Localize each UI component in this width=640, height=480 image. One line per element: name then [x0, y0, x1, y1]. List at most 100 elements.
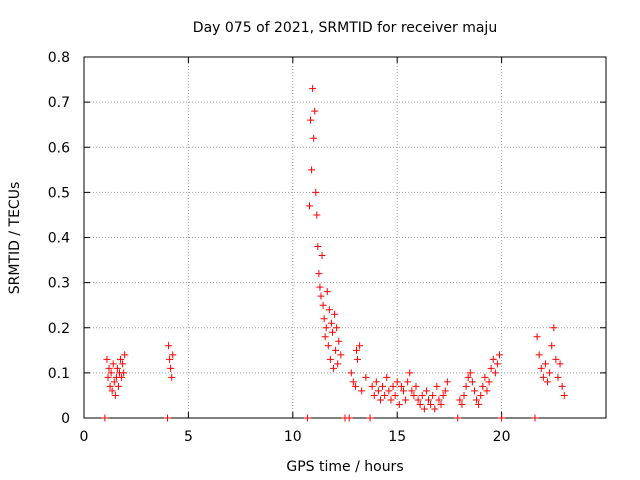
data-point: [402, 396, 410, 404]
data-point: [103, 355, 111, 363]
y-tick-label: 0.7: [48, 95, 70, 111]
data-point: [101, 414, 109, 422]
y-tick-label: 0.8: [48, 50, 70, 66]
x-axis-title: GPS time / hours: [286, 459, 403, 475]
data-point: [491, 369, 499, 377]
data-point: [552, 355, 560, 363]
data-point: [498, 414, 506, 422]
data-point: [548, 342, 556, 350]
data-point: [337, 351, 345, 359]
y-tick-label: 0: [61, 411, 70, 427]
data-point: [433, 382, 441, 390]
x-tick-labels: 0 5 10 15 20: [80, 429, 511, 445]
y-tick-label: 0.2: [48, 321, 70, 337]
data-point: [379, 382, 387, 390]
data-point: [105, 364, 113, 372]
data-point: [332, 346, 340, 354]
data-point: [435, 396, 443, 404]
data-point: [327, 319, 335, 327]
data-point: [313, 211, 321, 219]
data-point: [345, 414, 353, 422]
data-point: [383, 373, 391, 381]
data-point: [441, 387, 449, 395]
data-point: [330, 364, 338, 372]
data-point: [374, 387, 382, 395]
data-point: [165, 342, 173, 350]
data-point: [356, 342, 364, 350]
data-point: [544, 378, 552, 386]
data-point: [439, 391, 447, 399]
data-point: [456, 396, 464, 404]
data-point: [560, 391, 568, 399]
data-point: [323, 288, 331, 296]
data-point: [306, 202, 314, 210]
data-point: [537, 364, 545, 372]
data-point: [389, 382, 397, 390]
data-point: [431, 405, 439, 413]
data-point: [408, 387, 416, 395]
data-point: [104, 373, 112, 381]
data-point: [493, 360, 501, 368]
data-point: [164, 414, 172, 422]
data-point: [311, 107, 319, 115]
data-point: [334, 360, 342, 368]
data-point: [443, 378, 451, 386]
data-point: [310, 134, 318, 142]
data-point: [109, 360, 117, 368]
data-point: [479, 382, 487, 390]
gridlines: [84, 57, 606, 418]
data-point: [464, 373, 472, 381]
data-point: [416, 400, 424, 408]
data-point: [167, 364, 175, 372]
data-point: [420, 405, 428, 413]
data-point: [458, 400, 466, 408]
data-point: [307, 116, 315, 124]
data-point: [319, 301, 327, 309]
data-point: [320, 315, 328, 323]
data-point: [539, 373, 547, 381]
data-point: [372, 378, 380, 386]
data-point: [107, 369, 115, 377]
data-point: [483, 387, 491, 395]
data-point: [376, 396, 384, 404]
x-tick-label: 20: [493, 429, 511, 445]
data-point: [460, 391, 468, 399]
data-point: [397, 382, 405, 390]
x-tick-label: 15: [388, 429, 406, 445]
data-point: [533, 333, 541, 341]
data-point: [466, 369, 474, 377]
data-point: [303, 414, 311, 422]
data-point: [321, 333, 329, 341]
data-point: [325, 306, 333, 314]
data-point: [354, 355, 362, 363]
data-point: [554, 373, 562, 381]
data-point: [106, 382, 114, 390]
data-point: [404, 378, 412, 386]
data-point: [328, 328, 336, 336]
y-tick-labels: 0 0.1 0.2 0.3 0.4 0.5 0.6 0.7 0.8: [48, 50, 70, 427]
data-point: [462, 382, 470, 390]
y-tick-label: 0.3: [48, 276, 70, 292]
y-tick-label: 0.5: [48, 185, 70, 201]
data-point: [308, 166, 316, 174]
data-point: [531, 414, 539, 422]
data-point: [558, 382, 566, 390]
y-tick-label: 0.1: [48, 366, 70, 382]
data-point: [437, 400, 445, 408]
data-point: [381, 391, 389, 399]
data-point: [347, 369, 355, 377]
data-point: [366, 414, 374, 422]
data-point: [352, 346, 360, 354]
data-point: [111, 391, 119, 399]
data-point: [427, 400, 435, 408]
data-point: [309, 85, 317, 93]
data-point: [410, 391, 418, 399]
data-point: [108, 387, 116, 395]
data-point: [358, 387, 366, 395]
data-point: [118, 373, 126, 381]
data-point: [333, 324, 341, 332]
data-point: [119, 360, 127, 368]
data-points: [101, 85, 568, 422]
data-point: [399, 387, 407, 395]
data-point: [546, 369, 554, 377]
